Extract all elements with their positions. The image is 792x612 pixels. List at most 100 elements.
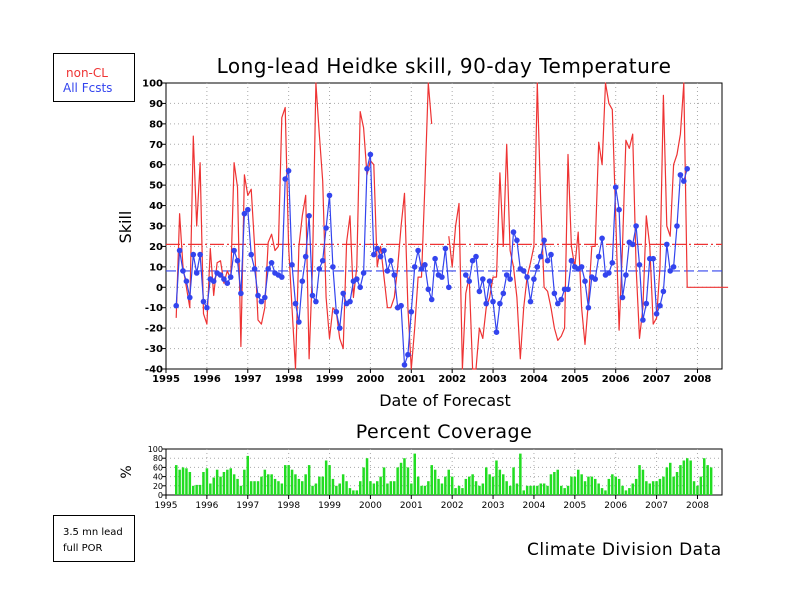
all-fcsts-point bbox=[323, 225, 329, 231]
main-y-tick-label: 40 bbox=[149, 201, 163, 212]
main-x-axis: 1995 1996 1997 1998 1999 2000 2001 2002 2003 2004… bbox=[152, 369, 711, 385]
all-fcsts-point bbox=[326, 192, 333, 199]
all-fcsts-point bbox=[255, 292, 261, 299]
all-fcsts-point bbox=[606, 270, 612, 276]
coverage-bar bbox=[386, 483, 389, 495]
coverage-x-tick-label: 2007 bbox=[645, 501, 668, 511]
coverage-plot-area bbox=[165, 448, 723, 496]
all-fcsts-point bbox=[439, 274, 445, 280]
all-fcsts-point bbox=[629, 241, 636, 248]
coverage-x-tick-label: 2000 bbox=[359, 501, 382, 511]
coverage-bar bbox=[607, 478, 611, 495]
all-fcsts-point bbox=[568, 257, 575, 264]
all-fcsts-point bbox=[371, 251, 377, 258]
all-fcsts-point bbox=[537, 253, 544, 260]
coverage-bar bbox=[686, 458, 689, 495]
y-axis-label: Skill bbox=[116, 211, 135, 244]
all-fcsts-point bbox=[657, 302, 663, 309]
coverage-bar bbox=[454, 488, 457, 495]
coverage-bar bbox=[672, 476, 675, 495]
all-fcsts-point bbox=[599, 235, 605, 242]
all-fcsts-point bbox=[248, 251, 254, 258]
all-fcsts-point bbox=[592, 276, 598, 282]
coverage-x-tick-label: 1996 bbox=[195, 501, 218, 511]
coverage-bar bbox=[321, 476, 324, 495]
coverage-y-tick-label: 40 bbox=[153, 473, 163, 482]
all-fcsts-point bbox=[245, 206, 251, 213]
coverage-bar bbox=[297, 478, 301, 495]
all-fcsts-point bbox=[411, 264, 418, 270]
all-fcsts-point bbox=[180, 268, 186, 274]
coverage-x-tick-label: 2005 bbox=[563, 501, 586, 511]
coverage-bar bbox=[624, 490, 628, 495]
coverage-bar bbox=[427, 481, 430, 495]
coverage-bar bbox=[420, 485, 423, 495]
coverage-bars bbox=[175, 453, 713, 495]
coverage-bar bbox=[604, 490, 607, 495]
all-fcsts-point bbox=[565, 286, 571, 293]
coverage-bar bbox=[256, 481, 260, 495]
coverage-bar bbox=[212, 477, 215, 495]
all-fcsts-point bbox=[490, 298, 496, 305]
coverage-bar bbox=[376, 481, 379, 495]
coverage-bar bbox=[638, 465, 641, 495]
main-y-tick-label: -20 bbox=[145, 324, 163, 335]
all-fcsts-point bbox=[330, 264, 336, 270]
coverage-bar bbox=[566, 485, 570, 495]
coverage-y-tick-label: 80 bbox=[153, 454, 163, 463]
main-x-tick-label: 2008 bbox=[684, 374, 712, 385]
coverage-bar bbox=[304, 474, 307, 495]
main-x-tick-label: 2006 bbox=[602, 374, 630, 385]
coverage-bar bbox=[505, 481, 508, 495]
all-fcsts-point bbox=[548, 251, 554, 258]
all-fcsts-point bbox=[176, 247, 183, 254]
coverage-bar bbox=[542, 483, 546, 495]
all-fcsts-point bbox=[217, 272, 224, 278]
main-y-tick-label: 0 bbox=[156, 283, 163, 294]
all-fcsts-point bbox=[520, 268, 527, 274]
all-fcsts-point bbox=[285, 168, 292, 174]
lead-info-box: 3.5 mn lead full POR bbox=[53, 515, 135, 562]
coverage-bar bbox=[178, 469, 181, 495]
coverage-bar bbox=[239, 485, 243, 495]
all-fcsts-point bbox=[234, 257, 241, 264]
all-fcsts-point bbox=[541, 237, 547, 244]
coverage-bar bbox=[188, 472, 192, 495]
all-fcsts-point bbox=[555, 300, 561, 307]
main-x-tick-label: 2005 bbox=[561, 374, 589, 385]
coverage-bar bbox=[611, 474, 614, 495]
all-fcsts-point bbox=[486, 278, 493, 285]
coverage-bar bbox=[583, 481, 587, 495]
all-fcsts-point bbox=[582, 278, 588, 285]
coverage-bar bbox=[352, 490, 355, 495]
main-y-tick-label: -10 bbox=[145, 303, 163, 314]
coverage-bar bbox=[594, 478, 597, 495]
coverage-bar bbox=[471, 474, 474, 495]
coverage-bar bbox=[645, 481, 648, 495]
all-fcsts-point bbox=[364, 166, 370, 172]
all-fcsts-point bbox=[640, 317, 646, 323]
all-fcsts-point bbox=[551, 290, 558, 297]
main-y-tick-label: 60 bbox=[149, 160, 163, 171]
all-fcsts-point bbox=[183, 278, 190, 285]
coverage-bar bbox=[706, 465, 709, 495]
all-fcsts-point bbox=[408, 309, 415, 315]
all-fcsts-point bbox=[296, 319, 302, 325]
coverage-bar bbox=[215, 469, 219, 495]
all-fcsts-point bbox=[650, 255, 656, 262]
coverage-bar bbox=[413, 453, 416, 495]
all-fcsts-point bbox=[418, 266, 425, 272]
all-fcsts-point bbox=[268, 260, 275, 266]
main-grid bbox=[166, 83, 722, 369]
coverage-bar bbox=[651, 481, 655, 495]
all-fcsts-point bbox=[527, 298, 534, 305]
legend-box: non-CL All Fcsts bbox=[53, 53, 135, 102]
all-fcsts-point bbox=[660, 288, 667, 295]
coverage-bar bbox=[628, 488, 631, 495]
coverage-bar bbox=[399, 462, 403, 495]
all-fcsts-point bbox=[197, 251, 203, 258]
coverage-bar bbox=[682, 460, 686, 495]
all-fcsts-point bbox=[425, 286, 432, 293]
coverage-bar bbox=[447, 469, 450, 495]
coverage-bar bbox=[519, 453, 522, 495]
